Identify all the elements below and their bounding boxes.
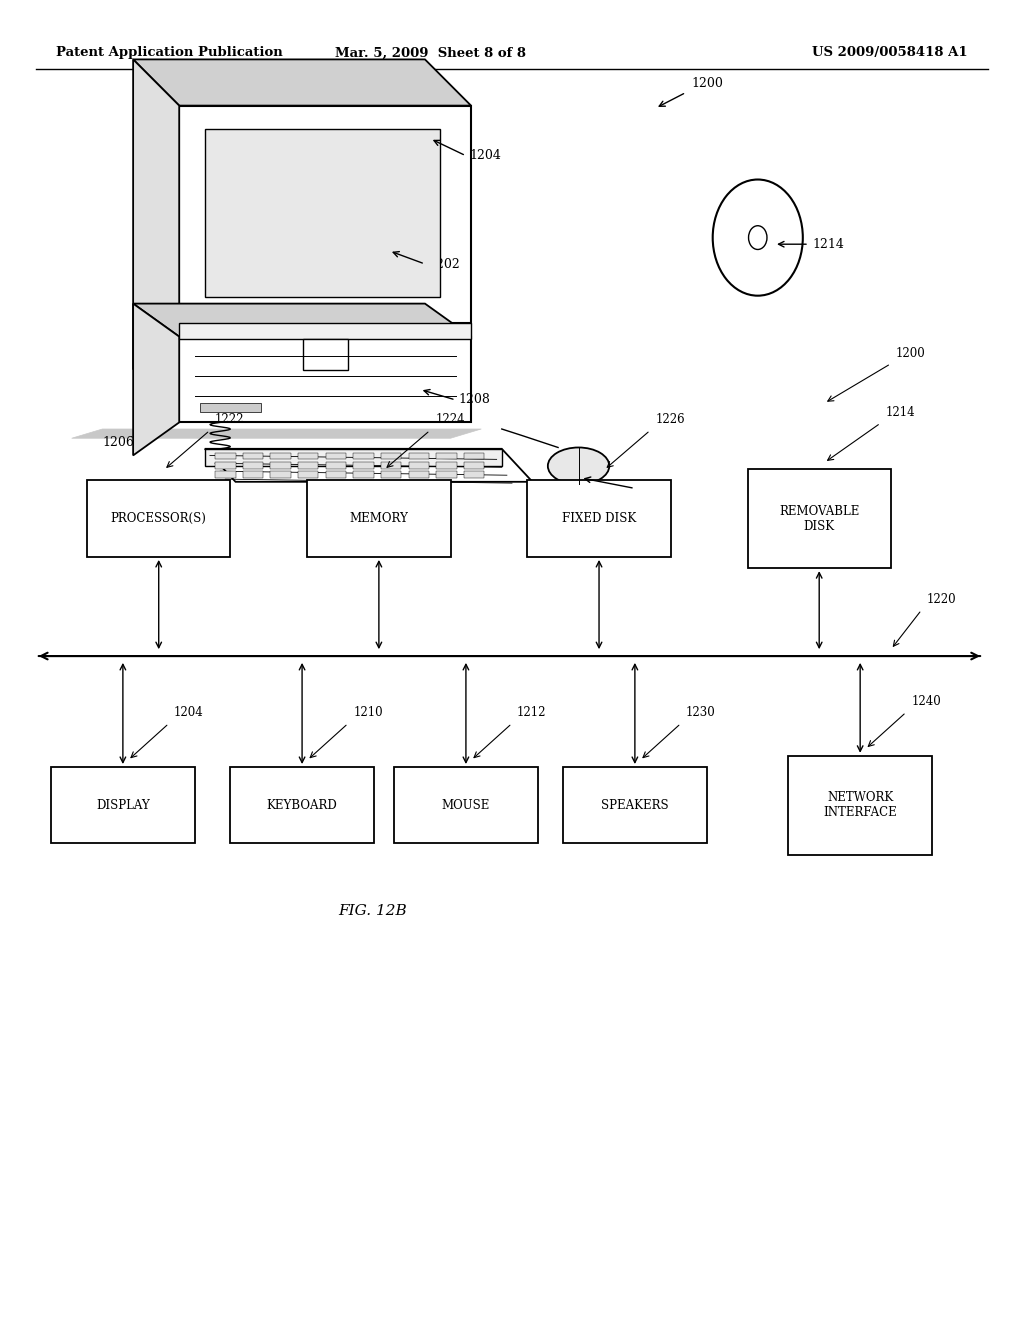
Bar	[179, 106, 471, 323]
Bar	[788, 755, 932, 855]
Bar	[179, 323, 471, 339]
Text: FIG. 12A: FIG. 12A	[543, 521, 611, 535]
Text: 1202: 1202	[428, 257, 460, 271]
Polygon shape	[72, 429, 481, 438]
Bar	[215, 453, 236, 459]
Bar	[464, 462, 484, 469]
Text: 1230: 1230	[686, 706, 716, 719]
Text: FIG. 12B: FIG. 12B	[338, 904, 407, 917]
Text: 1240: 1240	[911, 696, 941, 708]
Text: PROCESSOR(S): PROCESSOR(S)	[111, 512, 207, 525]
Ellipse shape	[713, 180, 803, 296]
Bar	[270, 471, 291, 478]
Text: 1220: 1220	[927, 593, 956, 606]
Text: 1210: 1210	[353, 706, 383, 719]
Polygon shape	[133, 59, 179, 370]
Bar	[464, 453, 484, 459]
Bar	[409, 471, 429, 478]
Text: REMOVABLE
DISK: REMOVABLE DISK	[779, 504, 859, 533]
Bar	[563, 767, 707, 843]
Text: FIXED DISK: FIXED DISK	[562, 512, 636, 525]
Text: 1212: 1212	[517, 706, 547, 719]
Bar	[270, 462, 291, 469]
Bar	[200, 403, 261, 412]
Polygon shape	[133, 59, 471, 106]
Bar	[87, 480, 230, 557]
Text: Mar. 5, 2009  Sheet 8 of 8: Mar. 5, 2009 Sheet 8 of 8	[335, 46, 525, 59]
Bar	[298, 462, 318, 469]
Bar	[205, 129, 440, 297]
Text: 1200: 1200	[896, 347, 926, 360]
Bar	[243, 462, 263, 469]
Bar	[326, 453, 346, 459]
Bar	[51, 767, 195, 843]
Bar	[353, 471, 374, 478]
Polygon shape	[133, 304, 179, 455]
Text: DISPLAY: DISPLAY	[96, 799, 150, 812]
Text: 1204: 1204	[174, 706, 204, 719]
Bar	[436, 471, 457, 478]
Bar	[436, 462, 457, 469]
Text: 1204: 1204	[469, 149, 501, 162]
Bar	[215, 462, 236, 469]
Bar	[394, 767, 538, 843]
Text: 1226: 1226	[655, 413, 685, 426]
Text: NETWORK
INTERFACE: NETWORK INTERFACE	[823, 791, 897, 820]
Text: Patent Application Publication: Patent Application Publication	[56, 46, 283, 59]
Text: MEMORY: MEMORY	[349, 512, 409, 525]
Bar	[527, 480, 671, 557]
Bar	[436, 453, 457, 459]
Bar	[243, 471, 263, 478]
Text: US 2009/0058418 A1: US 2009/0058418 A1	[812, 46, 968, 59]
Bar	[326, 462, 346, 469]
Polygon shape	[205, 449, 532, 482]
Bar	[298, 471, 318, 478]
Bar	[409, 453, 429, 459]
Text: 1222: 1222	[215, 413, 245, 426]
Text: 1212: 1212	[638, 482, 670, 495]
Bar	[326, 471, 346, 478]
Text: SPEAKERS: SPEAKERS	[601, 799, 669, 812]
Bar	[409, 462, 429, 469]
Polygon shape	[133, 304, 471, 337]
Text: 1200: 1200	[691, 77, 723, 90]
Text: KEYBOARD: KEYBOARD	[266, 799, 338, 812]
Bar	[215, 471, 236, 478]
Bar	[353, 453, 374, 459]
Text: 1210: 1210	[338, 491, 370, 504]
Text: MOUSE: MOUSE	[441, 799, 490, 812]
Bar	[230, 767, 374, 843]
Bar	[303, 339, 347, 370]
Ellipse shape	[548, 447, 609, 484]
Bar	[381, 471, 401, 478]
Bar	[381, 453, 401, 459]
Bar	[298, 453, 318, 459]
Ellipse shape	[749, 226, 767, 249]
Bar	[353, 462, 374, 469]
Bar	[748, 470, 891, 568]
Bar	[179, 337, 471, 422]
Bar	[381, 462, 401, 469]
Bar	[243, 453, 263, 459]
Text: 1224: 1224	[435, 413, 465, 426]
Bar	[464, 471, 484, 478]
Text: 1214: 1214	[812, 238, 844, 251]
Bar	[307, 480, 451, 557]
Polygon shape	[205, 449, 502, 466]
Bar	[270, 453, 291, 459]
Text: 1208: 1208	[459, 393, 490, 407]
Text: 1206: 1206	[102, 436, 134, 449]
Text: 1214: 1214	[886, 407, 915, 420]
